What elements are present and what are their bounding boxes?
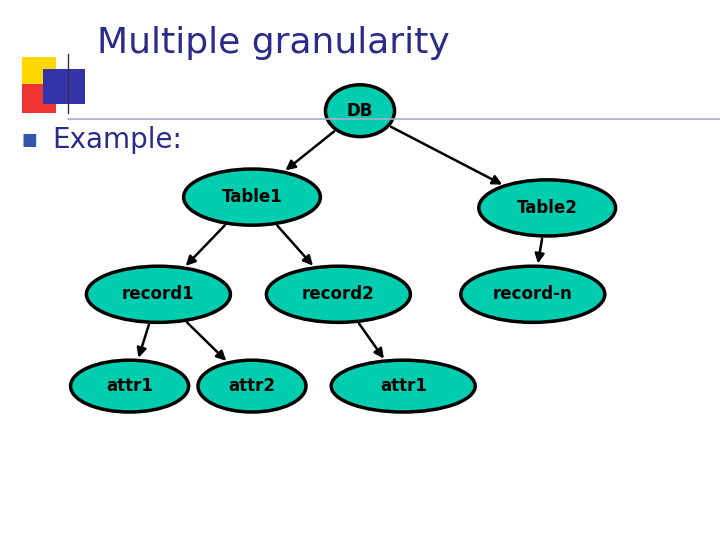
Ellipse shape [331, 360, 475, 412]
Ellipse shape [461, 266, 605, 322]
FancyBboxPatch shape [43, 69, 85, 104]
Text: ■: ■ [22, 131, 37, 150]
Text: record2: record2 [302, 285, 375, 303]
Ellipse shape [198, 360, 306, 412]
Text: Table1: Table1 [222, 188, 282, 206]
Text: attr2: attr2 [228, 377, 276, 395]
Text: attr1: attr1 [106, 377, 153, 395]
Ellipse shape [71, 360, 189, 412]
Text: Example:: Example: [52, 126, 181, 154]
Text: record1: record1 [122, 285, 194, 303]
Ellipse shape [86, 266, 230, 322]
Text: Table2: Table2 [517, 199, 577, 217]
Ellipse shape [266, 266, 410, 322]
FancyBboxPatch shape [22, 84, 56, 113]
Text: attr1: attr1 [379, 377, 427, 395]
Ellipse shape [184, 169, 320, 225]
Text: DB: DB [347, 102, 373, 120]
Text: Multiple granularity: Multiple granularity [97, 26, 450, 60]
Ellipse shape [325, 85, 395, 137]
Text: record-n: record-n [493, 285, 572, 303]
FancyBboxPatch shape [22, 57, 56, 86]
Ellipse shape [479, 180, 616, 236]
